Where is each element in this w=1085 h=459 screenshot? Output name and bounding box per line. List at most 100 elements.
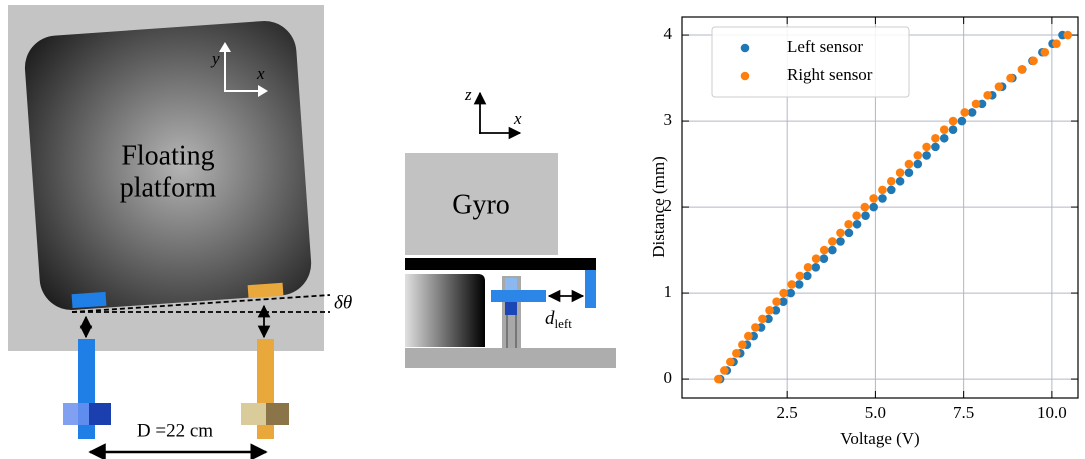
distance-label: dleft bbox=[545, 308, 572, 331]
plot-frame bbox=[681, 16, 1079, 399]
data-point bbox=[844, 228, 854, 238]
data-point bbox=[948, 125, 958, 134]
data-point bbox=[878, 185, 887, 195]
left-sensor-target bbox=[71, 291, 107, 309]
data-point bbox=[764, 314, 773, 324]
data-point bbox=[744, 331, 753, 341]
x-axis-label: Voltage (V) bbox=[840, 429, 919, 448]
data-point bbox=[977, 99, 987, 109]
data-point bbox=[895, 176, 905, 186]
data-point bbox=[819, 245, 829, 255]
left-sensor-body bbox=[89, 403, 111, 425]
sensor-head bbox=[505, 302, 517, 315]
platform-label: Floating bbox=[121, 140, 214, 171]
distance-subscript: left bbox=[555, 316, 573, 331]
data-point bbox=[726, 357, 735, 367]
data-point bbox=[1063, 30, 1073, 40]
arrowhead bbox=[258, 85, 268, 97]
data-point bbox=[983, 90, 992, 100]
x-tick-label: 7.5 bbox=[953, 403, 974, 422]
data-point bbox=[886, 185, 896, 195]
tilted-line bbox=[71, 294, 331, 313]
sensor-head bbox=[505, 278, 517, 292]
data-point bbox=[828, 245, 837, 255]
platform bbox=[24, 21, 312, 310]
right-sensor-body bbox=[266, 403, 289, 425]
data-point bbox=[939, 133, 949, 143]
y-tick-label: 2 bbox=[664, 196, 673, 215]
data-point bbox=[779, 288, 788, 298]
data-point bbox=[828, 237, 837, 246]
axis-label: y bbox=[210, 49, 220, 68]
sensor bbox=[491, 290, 546, 302]
data-point bbox=[994, 82, 1004, 91]
mount-block bbox=[405, 274, 485, 347]
data-point bbox=[794, 280, 804, 289]
distance-symbol: d bbox=[545, 308, 555, 329]
data-point bbox=[967, 108, 977, 117]
data-point bbox=[786, 288, 796, 298]
data-point bbox=[844, 219, 853, 229]
right-sensor-target bbox=[247, 282, 284, 299]
data-point bbox=[895, 168, 905, 177]
legend-marker bbox=[740, 43, 750, 53]
separation-label: D =22 cm bbox=[137, 420, 213, 441]
data-point bbox=[1029, 56, 1038, 66]
data-point bbox=[913, 159, 923, 169]
y-tick-label: 4 bbox=[664, 24, 673, 43]
data-point bbox=[852, 211, 862, 220]
data-point bbox=[778, 297, 788, 306]
platform-label: platform bbox=[120, 172, 217, 203]
data-point bbox=[931, 142, 940, 152]
data-point bbox=[1052, 39, 1061, 48]
x-tick-label: 10.0 bbox=[1037, 403, 1067, 422]
data-point bbox=[771, 305, 781, 315]
data-point bbox=[803, 262, 813, 272]
data-point bbox=[758, 314, 767, 324]
data-point bbox=[904, 159, 914, 169]
data-point bbox=[819, 254, 829, 263]
data-point bbox=[738, 340, 747, 349]
data-point bbox=[904, 168, 914, 177]
arrowhead bbox=[219, 42, 231, 52]
data-point bbox=[772, 297, 781, 306]
data-point bbox=[795, 271, 805, 281]
data-point bbox=[869, 202, 878, 212]
data-point bbox=[922, 142, 931, 152]
axis-label: z bbox=[464, 85, 472, 104]
data-point bbox=[869, 194, 878, 203]
data-point bbox=[714, 374, 723, 384]
legend-box bbox=[711, 26, 910, 98]
x-tick-label: 5.0 bbox=[865, 403, 886, 422]
data-point bbox=[861, 211, 870, 220]
x-tick-label: 2.5 bbox=[777, 403, 798, 422]
axis-label: x bbox=[256, 64, 265, 83]
data-point bbox=[913, 151, 923, 160]
data-point bbox=[860, 202, 870, 212]
platform-edge bbox=[405, 258, 596, 270]
data-point bbox=[836, 237, 845, 246]
platform-diagram: Floating platform y x δθ D =22 cm bbox=[8, 5, 352, 459]
gyro-box bbox=[405, 153, 558, 255]
data-point bbox=[939, 125, 949, 134]
data-point bbox=[787, 280, 797, 289]
data-point bbox=[751, 323, 760, 332]
angle-label: δθ bbox=[334, 292, 352, 313]
data-point bbox=[1040, 47, 1050, 57]
base bbox=[405, 348, 616, 368]
y-tick-label: 0 bbox=[664, 368, 673, 387]
data-point bbox=[811, 262, 821, 272]
data-point bbox=[732, 348, 741, 358]
data-point bbox=[922, 151, 931, 160]
data-point bbox=[886, 176, 896, 186]
data-point bbox=[971, 99, 981, 109]
data-point bbox=[931, 133, 940, 143]
data-point bbox=[957, 116, 967, 126]
legend-marker bbox=[740, 71, 750, 81]
data-point bbox=[878, 194, 887, 203]
y-axis-label: Distance (mm) bbox=[649, 156, 668, 258]
legend-label: Right sensor bbox=[787, 65, 873, 84]
y-tick-label: 1 bbox=[664, 282, 673, 301]
